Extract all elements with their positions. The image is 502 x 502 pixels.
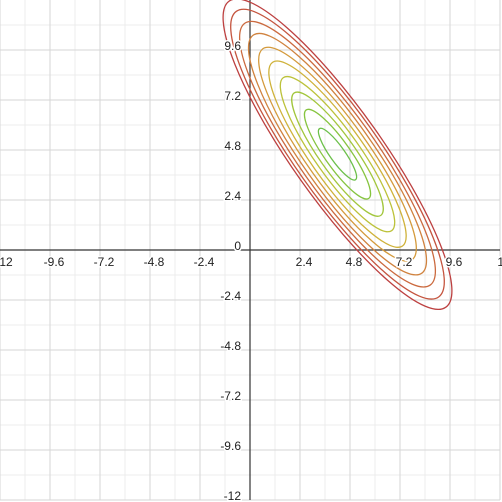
contour-line xyxy=(258,46,417,262)
y-tick-label: 2.4 xyxy=(224,189,241,203)
y-tick-label: -4.8 xyxy=(220,339,241,353)
x-tick-label: -9.6 xyxy=(44,255,65,269)
y-tick-label: -2.4 xyxy=(220,289,241,303)
contour-line xyxy=(317,127,358,181)
y-tick-label: -12 xyxy=(224,489,242,502)
x-tick-label: 9.6 xyxy=(446,255,463,269)
contour-line xyxy=(238,20,437,288)
x-tick-label: -2.4 xyxy=(194,255,215,269)
contour-line xyxy=(279,75,396,233)
x-tick-label: -4.8 xyxy=(144,255,165,269)
contour-line xyxy=(230,8,445,300)
y-tick-label: -9.6 xyxy=(220,439,241,453)
contour-line xyxy=(222,0,453,311)
x-tick-label: 4.8 xyxy=(346,255,363,269)
x-tick-label: -12 xyxy=(0,255,13,269)
y-tick-label: 4.8 xyxy=(224,139,241,153)
x-tick-label: -7.2 xyxy=(94,255,115,269)
y-tick-label: 9.6 xyxy=(224,39,241,53)
x-tick-label: 2.4 xyxy=(296,255,313,269)
x-tick-label: 12 xyxy=(497,255,502,269)
contour-line xyxy=(291,91,384,217)
y-tick-label: 7.2 xyxy=(224,89,241,103)
x-tick-label: 7.2 xyxy=(396,255,413,269)
y-tick-label: 0 xyxy=(234,239,241,253)
contour-line xyxy=(247,32,428,276)
contour-line xyxy=(268,60,407,248)
y-tick-label: -7.2 xyxy=(220,389,241,403)
contour-line xyxy=(303,108,372,200)
